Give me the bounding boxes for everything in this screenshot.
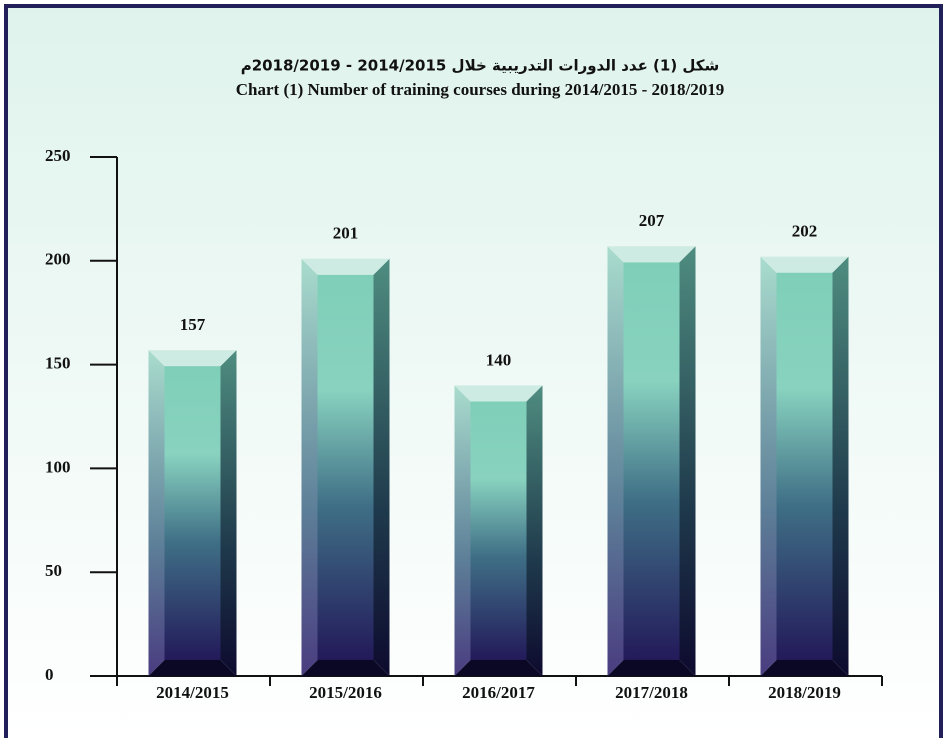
bar-left-side [301, 258, 318, 676]
bar-bottom [454, 660, 543, 676]
bar-top [760, 256, 849, 273]
bar-right-side [526, 385, 543, 676]
value-label: 207 [639, 211, 665, 230]
bar-top [301, 258, 390, 275]
y-tick-label: 200 [45, 250, 71, 269]
bar-top [607, 246, 696, 263]
bar [148, 350, 237, 676]
x-tick-label: 2018/2019 [768, 683, 841, 702]
bar [301, 258, 390, 676]
bar-bottom [148, 660, 237, 676]
y-tick-label: 250 [45, 146, 71, 165]
x-tick-label: 2017/2018 [615, 683, 688, 702]
x-tick-label: 2014/2015 [156, 683, 229, 702]
bar [454, 385, 543, 676]
frame [4, 4, 943, 738]
bar-front [776, 272, 833, 660]
bar-front [623, 262, 680, 660]
y-tick-label: 100 [45, 457, 71, 476]
value-label: 157 [180, 315, 206, 334]
x-tick-label: 2015/2016 [309, 683, 382, 702]
bar-bottom [760, 660, 849, 676]
bar-right-side [832, 256, 849, 676]
bar-left-side [760, 256, 777, 676]
bar-left-side [607, 246, 624, 676]
bar-left-side [454, 385, 471, 676]
bar-bottom [301, 660, 390, 676]
value-label: 202 [792, 222, 818, 241]
bar [607, 246, 696, 676]
y-tick-label: 150 [45, 354, 71, 373]
bar-right-side [220, 350, 237, 676]
y-tick-label: 50 [45, 561, 62, 580]
chart-title: شكل (1) عدد الدورات التدريبية خلال 2014/… [241, 57, 720, 75]
bar-right-side [679, 246, 696, 676]
bar-top [454, 385, 543, 402]
y-tick-label: 0 [45, 665, 54, 684]
bar-left-side [148, 350, 165, 676]
value-label: 201 [333, 224, 359, 243]
bar-front [164, 366, 221, 660]
value-label: 140 [486, 350, 512, 369]
bar-bottom [607, 660, 696, 676]
bar-front [470, 401, 527, 660]
x-tick-label: 2016/2017 [462, 683, 535, 702]
bar-top [148, 350, 237, 367]
chart-subtitle: Chart (1) Number of training courses dur… [236, 80, 724, 99]
bar-front [317, 274, 374, 660]
bar-right-side [373, 258, 390, 676]
bar [760, 256, 849, 676]
